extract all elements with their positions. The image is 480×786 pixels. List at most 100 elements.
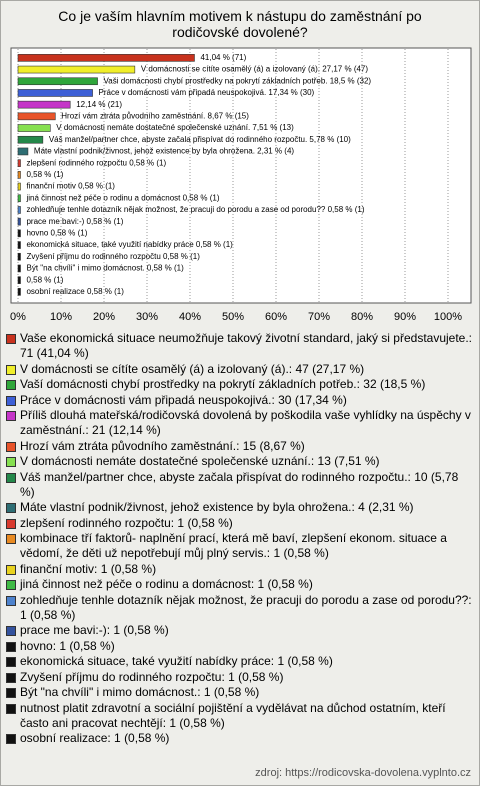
legend-swatch [6, 518, 16, 529]
legend-item: Vaše ekonomická situace neumožňuje takov… [6, 331, 474, 361]
bar [17, 124, 51, 132]
legend-item: nutnost platit zdravotní a sociální poji… [6, 701, 474, 731]
legend-label: kombinace tří faktorů- naplnění prací, k… [20, 531, 447, 560]
data-label: hovno 0,58 % (1) [26, 228, 87, 237]
data-label: Máte vlastní podnik/živnost, jehož exist… [34, 147, 294, 156]
x-tick-label: 50% [222, 311, 244, 323]
bar [17, 135, 44, 144]
data-label: Práce v domácnosti vám připadá neuspokoj… [99, 88, 315, 97]
legend-swatch [6, 364, 16, 375]
bar [17, 217, 21, 226]
legend-swatch [6, 657, 16, 667]
data-label: V domácnosti se cítíte osamělý (á) a izo… [141, 65, 369, 74]
legend-swatch [6, 734, 16, 744]
bar [17, 182, 21, 191]
x-tick-label: 60% [265, 311, 287, 323]
legend-label: Vaší domácnosti chybí prostředky na pokr… [20, 377, 426, 391]
legend-label: zlepšení rodinného rozpočtu: 1 (0,58 %) [20, 515, 233, 530]
bar [17, 77, 98, 86]
legend-label: V domácnosti nemáte dostatečné společens… [20, 454, 380, 468]
data-label: Hrozí vám ztráta původního zaměstnání. 8… [61, 111, 249, 120]
legend-label: ekonomická situace, také využití nabídky… [20, 654, 333, 668]
legend-label: Práce v domácnosti vám připadá neuspokoj… [20, 392, 347, 407]
data-label: V domácnosti nemáte dostatečné společens… [56, 123, 294, 132]
legend-item: zlepšení rodinného rozpočtu: 1 (0,58 %) [6, 516, 474, 531]
data-label: 0,58 % (1) [26, 275, 63, 284]
legend-item: Hrozí vám ztráta původního zaměstnání.: … [6, 439, 474, 454]
legend-item: V domácnosti nemáte dostatečné společens… [6, 454, 474, 469]
legend-label: prace me bavi:-): 1 (0,58 %) [20, 623, 169, 637]
legend-swatch [6, 380, 16, 390]
legend-swatch [6, 334, 16, 344]
data-label: osobní realizace 0,58 % (1) [26, 287, 124, 296]
bar [17, 276, 21, 284]
legend-swatch [6, 411, 16, 421]
data-label: zohledňuje tenhle dotazník nějak možnost… [26, 205, 364, 214]
chart: 0% 10% 20% 30% 40% 50% 60% 70% 80% 90% 100% 41,04 %… [10, 47, 472, 323]
x-tick-label: 70% [308, 311, 330, 323]
legend-swatch [6, 395, 16, 406]
legend-swatch [6, 472, 16, 483]
bar [17, 112, 56, 121]
bar [17, 100, 71, 109]
legend-label: Vaše ekonomická situace neumožňuje takov… [20, 331, 473, 360]
data-label: prace me bavi:-) 0,58 % (1) [26, 217, 123, 226]
legend-item: osobní realizace: 1 (0,58 %) [6, 731, 474, 746]
legend-label: Máte vlastní podnik/živnost, jehož exist… [20, 500, 414, 514]
legend: Vaše ekonomická situace neumožňuje takov… [6, 331, 474, 747]
legend-item: Příliš dlouhá mateřská/rodičovská dovole… [6, 408, 474, 438]
bar [17, 241, 21, 249]
data-label: finanční motiv 0,58 % (1) [26, 182, 115, 191]
chart-title: Co je vaším hlavním motivem k nástupu do… [58, 8, 422, 40]
x-tick-label: 20% [93, 311, 115, 323]
legend-label: Váš manžel/partner chce, abyste začala p… [20, 469, 459, 499]
x-tick-label: 40% [179, 311, 201, 323]
legend-item: V domácnosti se cítíte osamělý (á) a izo… [6, 362, 474, 377]
legend-label: Zvyšení příjmu do rodinného rozpočtu: 1 … [20, 669, 284, 684]
legend-swatch [6, 626, 16, 636]
legend-label: finanční motiv: 1 (0,58 %) [20, 561, 157, 576]
legend-item: kombinace tří faktorů- naplnění prací, k… [6, 531, 474, 561]
legend-item: finanční motiv: 1 (0,58 %) [6, 562, 474, 577]
legend-item: zohledňuje tenhle dotazník nějak možnost… [6, 593, 474, 623]
bar [17, 65, 136, 74]
legend-item: Být "na chvíli" i mimo domácnost.: 1 (0,… [6, 685, 474, 700]
bar [17, 147, 29, 156]
legend-item: jiná činnost než péče o rodinu a domácno… [6, 577, 474, 592]
data-label: zlepšení rodinného rozpočtu 0,58 % (1) [26, 158, 166, 167]
bar [17, 206, 21, 214]
x-tick-label: 30% [136, 311, 158, 323]
x-tick-label: 0% [10, 311, 26, 323]
bar [17, 252, 21, 261]
legend-item: hovno: 1 (0,58 %) [6, 639, 474, 654]
data-label: jiná činnost než péče o rodinu a domácno… [25, 193, 219, 202]
x-tick-label: 100% [434, 311, 462, 323]
legend-label: jiná činnost než péče o rodinu a domácno… [20, 577, 313, 591]
legend-swatch [6, 641, 16, 652]
legend-label: hovno: 1 (0,58 %) [20, 638, 115, 653]
legend-label: Být "na chvíli" i mimo domácnost.: 1 (0,… [20, 685, 260, 699]
data-label: 12,14 % (21) [76, 100, 122, 109]
legend-label: nutnost platit zdravotní a sociální poji… [20, 700, 446, 730]
legend-item: Vaší domácnosti chybí prostředky na pokr… [6, 377, 474, 392]
bar [17, 54, 195, 62]
legend-label: Hrozí vám ztráta původního zaměstnání.: … [20, 438, 305, 453]
legend-swatch [6, 534, 16, 544]
x-tick-label: 10% [50, 311, 72, 323]
legend-swatch [6, 441, 16, 452]
x-tick-label: 80% [351, 311, 373, 323]
legend-swatch [6, 595, 16, 606]
legend-swatch [6, 703, 16, 714]
data-label: Vaši domácnosti chybí prostředky na pokr… [104, 76, 372, 85]
data-label: ekonomická situace, také využití nabídky… [26, 240, 233, 249]
legend-swatch [6, 688, 16, 698]
legend-item: ekonomická situace, také využití nabídky… [6, 654, 474, 669]
bar [17, 89, 93, 97]
legend-item: Máte vlastní podnik/živnost, jehož exist… [6, 500, 474, 515]
data-label: Být "na chvíli" i mimo domácnost. 0,58 %… [26, 264, 184, 273]
legend-label: Příliš dlouhá mateřská/rodičovská dovole… [20, 408, 471, 437]
legend-swatch [6, 503, 16, 513]
legend-swatch [6, 672, 16, 683]
data-label: 41,04 % (71) [200, 53, 246, 62]
